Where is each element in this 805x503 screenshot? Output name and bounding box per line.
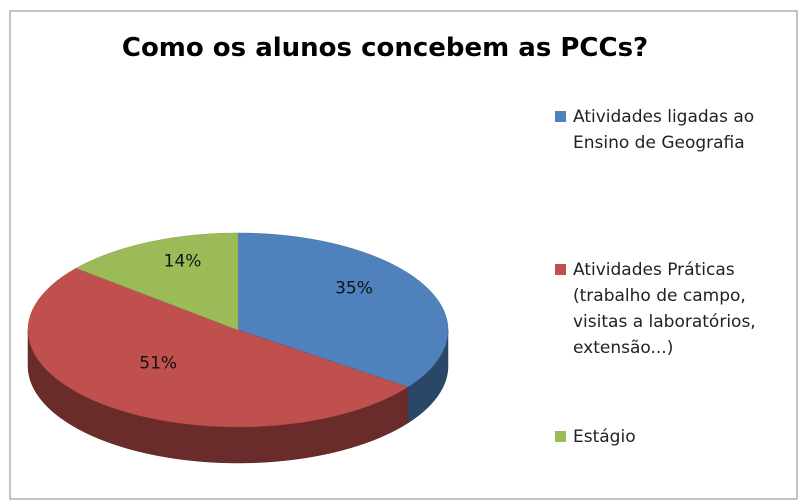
legend-label: Atividades Práticas (trabalho de campo, …	[573, 260, 756, 358]
legend-swatch	[555, 431, 566, 442]
data-label: 51%	[139, 354, 177, 374]
chart-title: Como os alunos concebem as PCCs?	[122, 33, 648, 63]
legend-label: Atividades ligadas ao Ensino de Geografi…	[573, 107, 755, 153]
pie-slice	[27, 267, 409, 428]
legend-swatch	[555, 111, 566, 122]
legend-entry: Atividades ligadas ao Ensino de Geografi…	[555, 104, 800, 156]
data-label: 35%	[335, 279, 373, 299]
legend-label: Estágio	[573, 427, 636, 447]
data-label: 14%	[164, 252, 202, 272]
pie-slice	[237, 232, 449, 388]
legend-entry: Estágio	[555, 424, 800, 450]
pie-slice	[75, 232, 239, 331]
legend-entry: Atividades Práticas (trabalho de campo, …	[555, 257, 800, 361]
legend-swatch	[555, 264, 566, 275]
